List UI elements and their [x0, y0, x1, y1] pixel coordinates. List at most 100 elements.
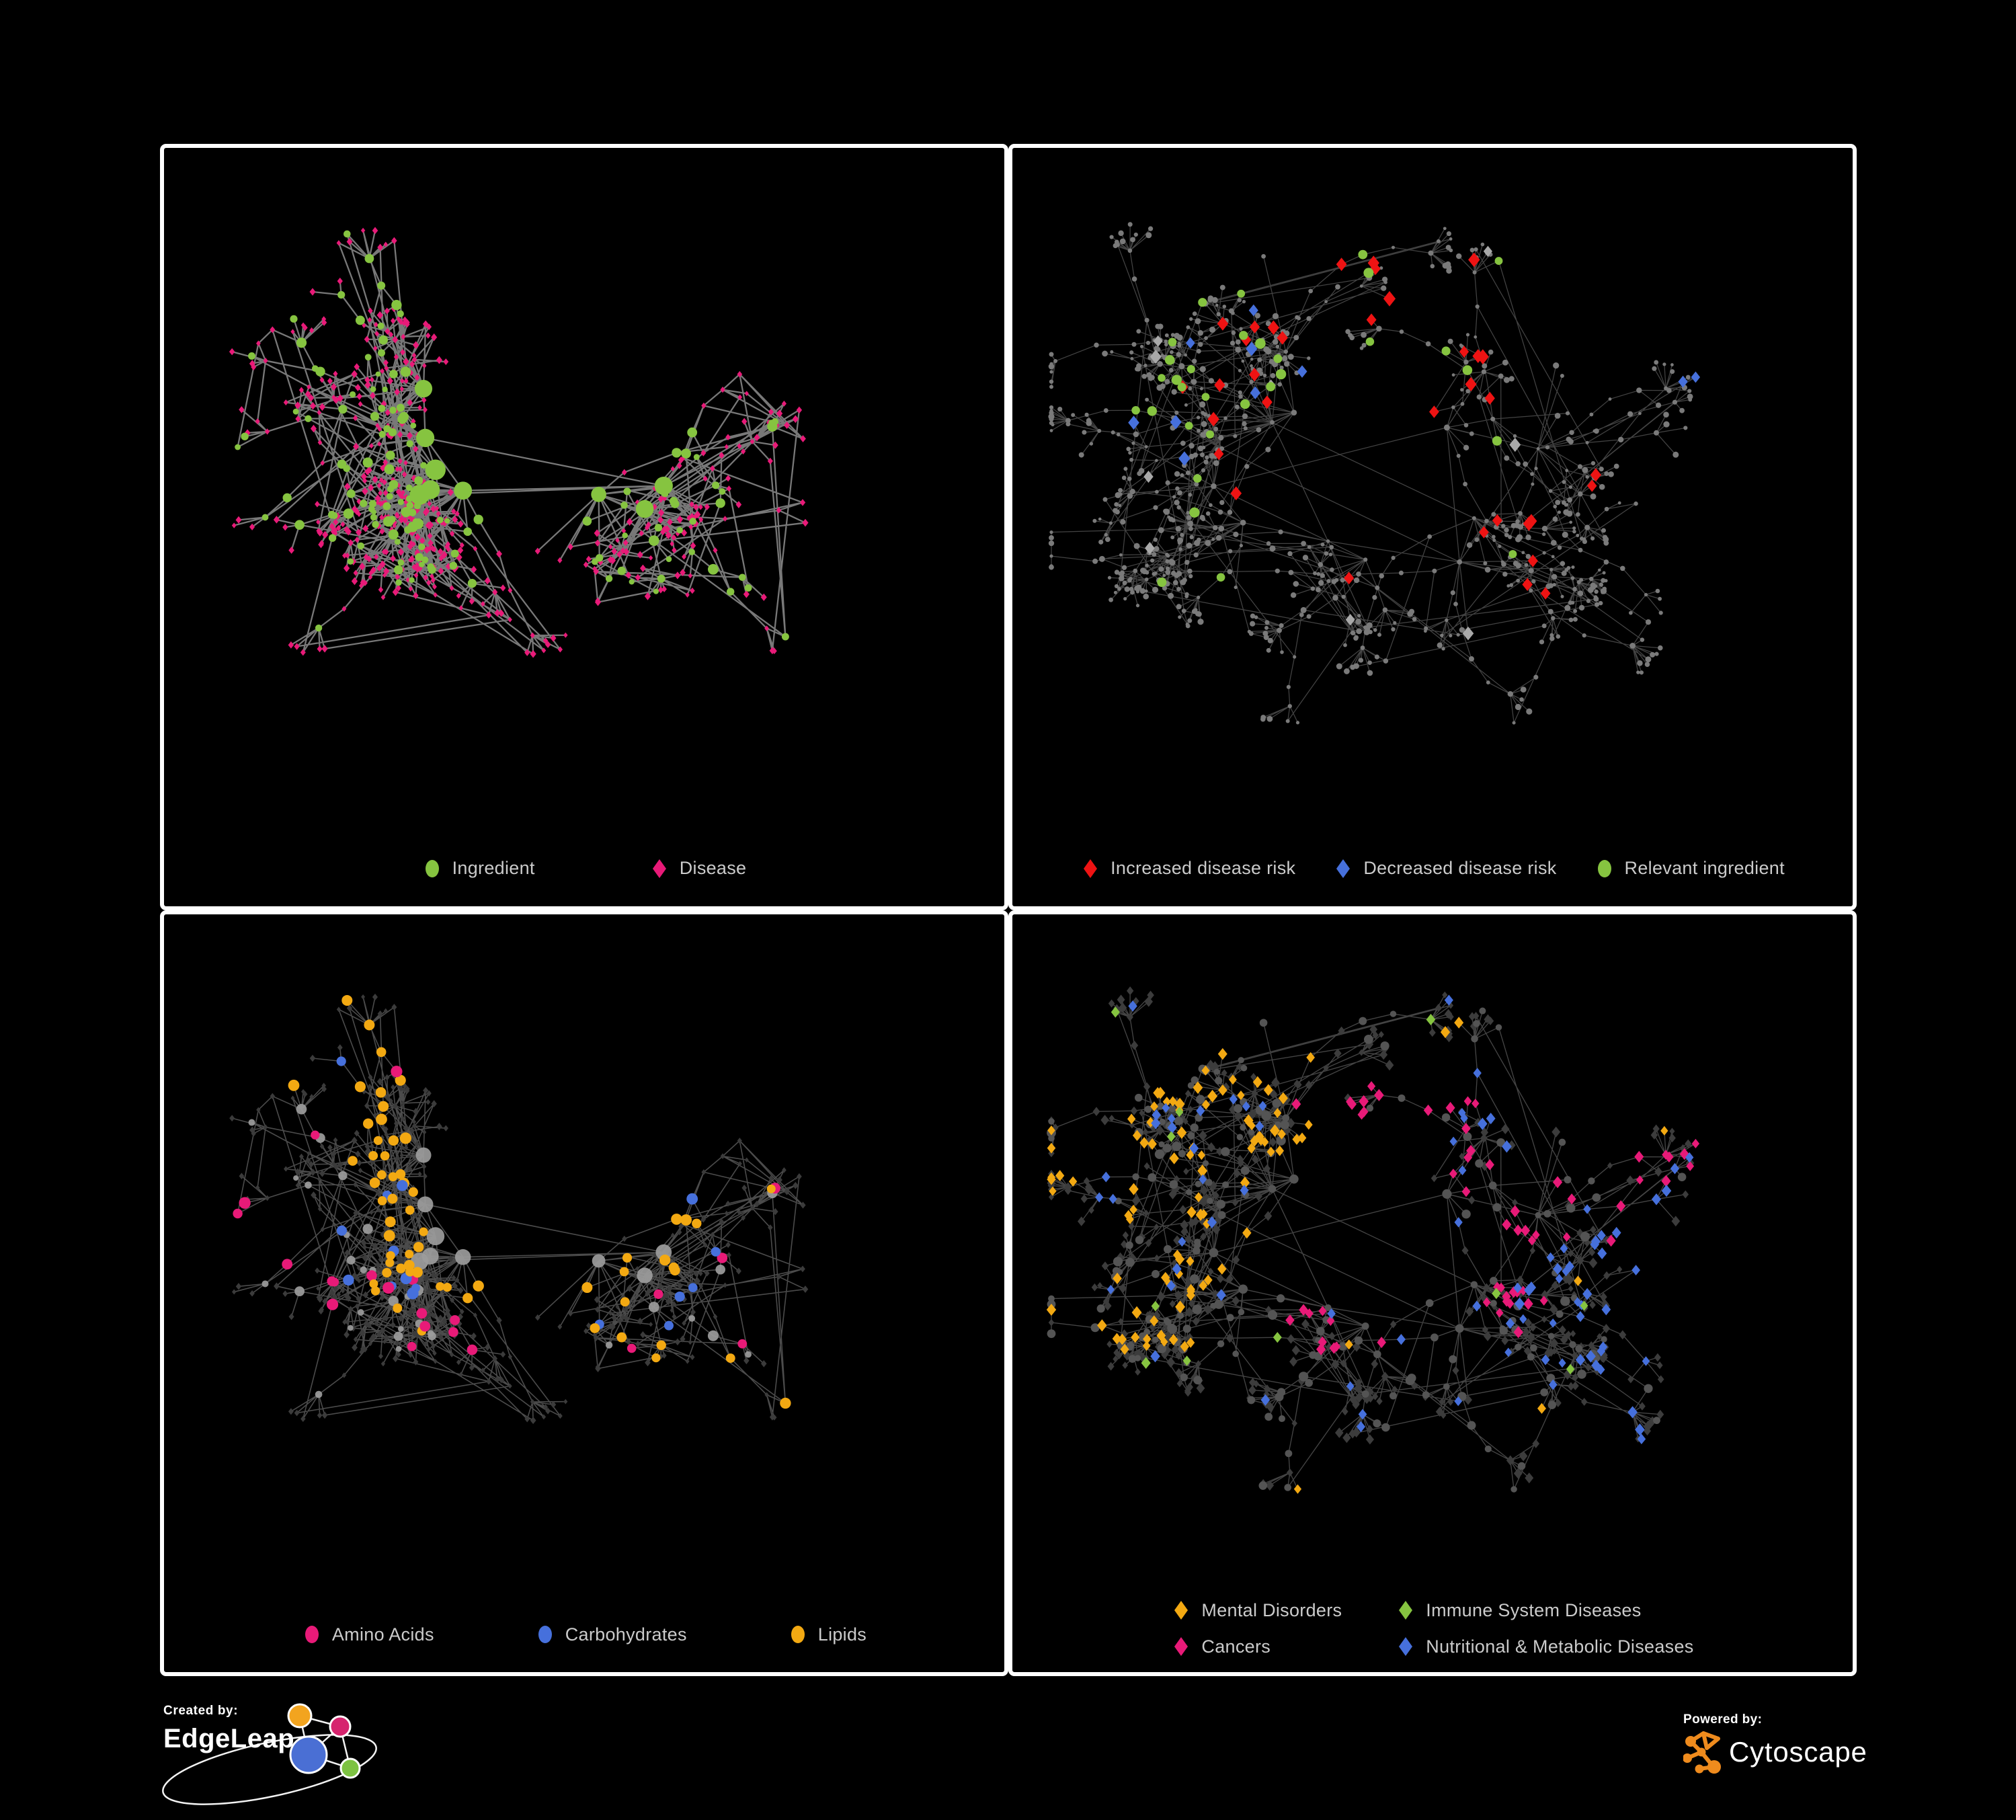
nodes-layer [1677, 1172, 1687, 1181]
nodes-layer [1177, 1312, 1184, 1319]
nodes-layer [1119, 238, 1126, 245]
nodes-layer [1560, 561, 1566, 566]
nodes-layer [409, 485, 430, 505]
nodes-layer [1687, 393, 1693, 400]
nodes-layer [1197, 428, 1201, 433]
nodes-layer [1663, 421, 1670, 428]
highlights-layer [419, 1227, 428, 1236]
highlights-layer [376, 1169, 387, 1179]
highlights-layer [1240, 399, 1250, 409]
nodes-layer [292, 408, 299, 415]
nodes-layer [1216, 1199, 1225, 1209]
nodes-layer [1097, 428, 1102, 433]
nodes-layer [1229, 340, 1236, 346]
nodes-layer [400, 366, 411, 377]
nodes-layer [1658, 645, 1663, 651]
nodes-layer [1293, 335, 1299, 341]
nodes-layer [1193, 1375, 1203, 1384]
nodes-layer [1177, 342, 1181, 346]
highlights-layer [380, 1150, 390, 1160]
highlights-layer [1157, 577, 1167, 587]
nodes-layer [1507, 690, 1513, 697]
highlights-layer [393, 1303, 403, 1313]
nodes-layer [1504, 527, 1509, 533]
nodes-layer [1284, 1483, 1291, 1491]
nodes-layer [1329, 545, 1334, 550]
nodes-layer [1186, 1189, 1193, 1195]
nodes-layer [1205, 540, 1211, 547]
nodes-layer [1192, 1304, 1202, 1314]
highlights-layer [383, 1230, 395, 1242]
nodes-layer [1599, 467, 1604, 472]
nodes-layer [1568, 438, 1574, 444]
nodes-layer [715, 1264, 725, 1275]
highlights-layer [711, 1247, 721, 1257]
nodes-layer [1440, 633, 1444, 637]
nodes-layer [1361, 1322, 1369, 1330]
nodes-layer [1383, 280, 1387, 284]
nodes-layer [1551, 616, 1556, 621]
legend-item: Mental Disorders [1171, 1599, 1342, 1621]
nodes-layer [1330, 567, 1334, 572]
nodes-layer [1135, 1235, 1144, 1244]
nodes-layer [1098, 517, 1102, 521]
nodes-layer [1200, 432, 1206, 438]
nodes-layer [1168, 592, 1174, 599]
legend-label: Immune System Diseases [1426, 1599, 1642, 1620]
nodes-layer [1320, 543, 1325, 547]
nodes-layer [1558, 510, 1561, 514]
nodes-layer [1656, 402, 1662, 408]
nodes-layer [1193, 608, 1198, 612]
nodes-layer [1307, 545, 1312, 549]
nodes-layer [1340, 578, 1345, 583]
nodes-layer [1178, 1149, 1186, 1157]
nodes-layer [1683, 426, 1688, 430]
nodes-layer [1603, 540, 1609, 546]
nodes-layer [708, 563, 719, 575]
nodes-layer [1382, 607, 1388, 613]
nodes-layer [1103, 408, 1108, 413]
highlights-layer [1365, 337, 1375, 346]
nodes-layer [1484, 1445, 1492, 1452]
nodes-layer [712, 481, 720, 489]
nodes-layer [1367, 660, 1372, 665]
legend-item: Lipids [788, 1624, 866, 1645]
nodes-layer [1153, 537, 1158, 542]
nodes-layer [1203, 459, 1209, 465]
nodes-layer [1664, 386, 1668, 391]
nodes-layer [1527, 1353, 1535, 1361]
nodes-layer [676, 526, 683, 534]
nodes-layer [1373, 1349, 1381, 1358]
nodes-layer [1219, 284, 1225, 290]
legend-label: Amino Acids [331, 1624, 434, 1645]
nodes-layer [248, 352, 255, 360]
nodes-layer [1316, 1326, 1325, 1335]
nodes-layer [1645, 656, 1652, 663]
nodes-layer [1525, 553, 1531, 559]
nodes-layer [596, 554, 604, 562]
highlights-layer [1177, 383, 1186, 392]
nodes-layer [1564, 604, 1571, 611]
nodes-layer [375, 371, 381, 377]
nodes-layer [1442, 1189, 1452, 1199]
nodes-layer [1359, 1017, 1367, 1025]
nodes-layer [1380, 1041, 1389, 1050]
nodes-layer [1092, 558, 1098, 564]
nodes-layer [1524, 563, 1529, 567]
nodes-layer [1176, 505, 1181, 510]
nodes-layer [1508, 535, 1513, 539]
panel-disease-risk: Increased disease risk Decreased disease … [1008, 144, 1857, 910]
highlights-layer [1198, 298, 1207, 307]
nodes-layer [1049, 429, 1053, 432]
nodes-layer [1313, 571, 1317, 576]
nodes-layer [1463, 359, 1469, 365]
legend-label: Nutritional & Metabolic Diseases [1426, 1636, 1694, 1657]
nodes-layer [1129, 576, 1133, 581]
nodes-layer [1463, 1132, 1472, 1141]
nodes-layer [1592, 429, 1597, 433]
nodes-layer [1666, 387, 1672, 393]
nodes-layer [1265, 321, 1271, 327]
edgeleap-node-magenta [329, 1715, 352, 1738]
nodes-layer [707, 1330, 719, 1341]
